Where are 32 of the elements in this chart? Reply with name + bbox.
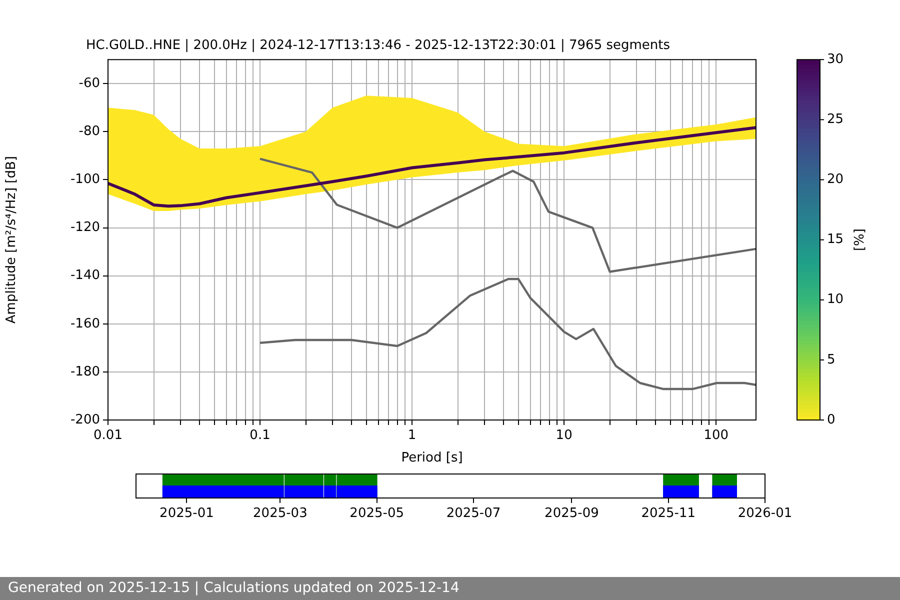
x-tick-label: 2025-09	[544, 506, 599, 522]
y-tick-label: -160	[70, 316, 100, 332]
color-bar-label: 20	[827, 172, 844, 188]
color-bar-label: 25	[827, 112, 844, 128]
y-tick-label: -60	[78, 76, 100, 91]
color-bar-label: 0	[827, 412, 836, 428]
color-bar-label: 10	[827, 292, 844, 308]
x-tick-label: 2025-05	[350, 506, 404, 522]
y-tick-label: -120	[70, 220, 100, 236]
x-tick-label: 1	[408, 428, 416, 444]
text: Generated on 2025-12-15 | Calculations updated on 2025-12-14	[0, 577, 900, 600]
y-tick-label: -140	[70, 268, 100, 284]
y-tick-label: -200	[70, 412, 100, 428]
y-tick-label: -80	[78, 124, 100, 140]
x-tick-label: 0.01	[94, 428, 122, 444]
x-tick-label: 0.1	[250, 428, 270, 444]
chart-title: HC.G0LD..HNE | 200.0Hz | 2024-12-17T13:13:46 - 2025-12-13T22:30:01 | 7965 segments	[86, 38, 670, 54]
color-bar-label: 5	[827, 352, 836, 368]
color-bar-title: [%]	[852, 228, 868, 252]
x-tick-label: 10	[556, 428, 572, 444]
x-tick-label: 2025-03	[253, 506, 308, 522]
x-axis-title: Period [s]	[401, 450, 463, 466]
x-tick-label: 2025-11	[641, 506, 696, 522]
x-tick-label: 2026-01	[738, 506, 792, 522]
color-bar-label: 30	[827, 52, 844, 67]
color-bar-label: 15	[827, 232, 844, 248]
y-axis-title: Amplitude [m²/s⁴/Hz] [dB]	[4, 156, 20, 324]
y-tick-label: -180	[70, 364, 100, 380]
x-tick-label: 100	[704, 428, 729, 444]
x-tick-label: 2025-01	[160, 506, 214, 522]
y-tick-label: -100	[70, 172, 100, 188]
x-tick-label: 2025-07	[446, 506, 501, 522]
